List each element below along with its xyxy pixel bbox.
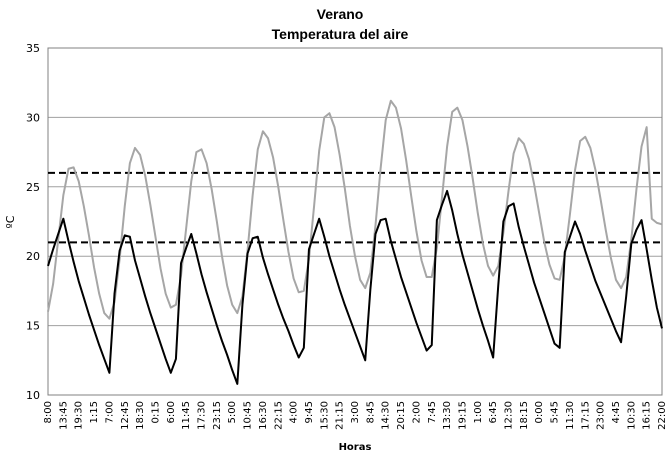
x-tick-label: 12:45	[120, 401, 131, 430]
y-tick-label: 35	[26, 42, 40, 55]
x-tick-label: 18:15	[519, 401, 530, 430]
x-tick-label: 10:30	[626, 401, 637, 430]
x-tick-label: 2:00	[411, 401, 422, 423]
y-tick-label: 15	[26, 320, 40, 333]
x-tick-label: 7:45	[427, 401, 438, 423]
x-tick-label: 22:00	[657, 401, 667, 430]
x-tick-label: 0:00	[534, 401, 545, 423]
x-tick-label: 22:15	[273, 401, 284, 430]
y-tick-label: 20	[26, 250, 40, 263]
x-tick-label: 13:45	[58, 401, 69, 430]
x-tick-label: 3:00	[350, 401, 361, 423]
x-tick-label: 16:30	[258, 401, 269, 430]
x-tick-label: 12:30	[504, 401, 515, 430]
x-tick-label: 0:15	[150, 401, 161, 423]
chart-subtitle: Temperatura del aire	[272, 26, 409, 42]
x-axis-label: Horas	[339, 442, 372, 453]
x-tick-label: 20:15	[396, 401, 407, 430]
x-tick-label: 13:30	[442, 401, 453, 430]
x-tick-label: 6:45	[488, 401, 499, 423]
x-tick-label: 1:15	[89, 401, 100, 423]
x-tick-label: 8:45	[365, 401, 376, 423]
x-tick-label: 16:15	[642, 401, 653, 430]
x-tick-label: 4:45	[611, 401, 622, 423]
series-line	[47, 99, 663, 320]
x-tick-label: 17:15	[580, 401, 591, 430]
y-tick-label: 10	[26, 389, 40, 402]
x-tick-label: 9:45	[304, 401, 315, 423]
x-tick-label: 23:15	[212, 401, 223, 430]
x-tick-label: 14:30	[381, 401, 392, 430]
plot-frame	[47, 47, 663, 396]
x-tick-label: 19:15	[457, 401, 468, 430]
x-tick-label: 18:30	[135, 401, 146, 430]
x-tick-label: 5:00	[227, 401, 238, 423]
x-tick-label: 21:15	[335, 401, 346, 430]
x-tick-label: 23:00	[596, 401, 607, 430]
x-tick-label: 5:45	[550, 401, 561, 423]
x-tick-label: 7:00	[104, 401, 115, 423]
x-tick-label: 10:45	[243, 401, 254, 430]
x-tick-label: 6:00	[166, 401, 177, 423]
y-tick-label: 30	[26, 111, 40, 124]
x-tick-label: 1:00	[473, 401, 484, 423]
x-tick-label: 17:30	[197, 401, 208, 430]
y-tick-label: 25	[26, 181, 40, 194]
x-tick-label: 11:45	[181, 401, 192, 430]
x-tick-label: 19:30	[74, 401, 85, 430]
x-tick-label: 15:30	[319, 401, 330, 430]
chart-title: Verano	[317, 6, 364, 22]
x-tick-label: 11:30	[565, 401, 576, 430]
y-axis-label: ºC	[4, 215, 17, 228]
x-tick-label: 4:00	[289, 401, 300, 423]
series-line	[47, 189, 663, 385]
x-tick-label: 8:00	[43, 401, 54, 423]
